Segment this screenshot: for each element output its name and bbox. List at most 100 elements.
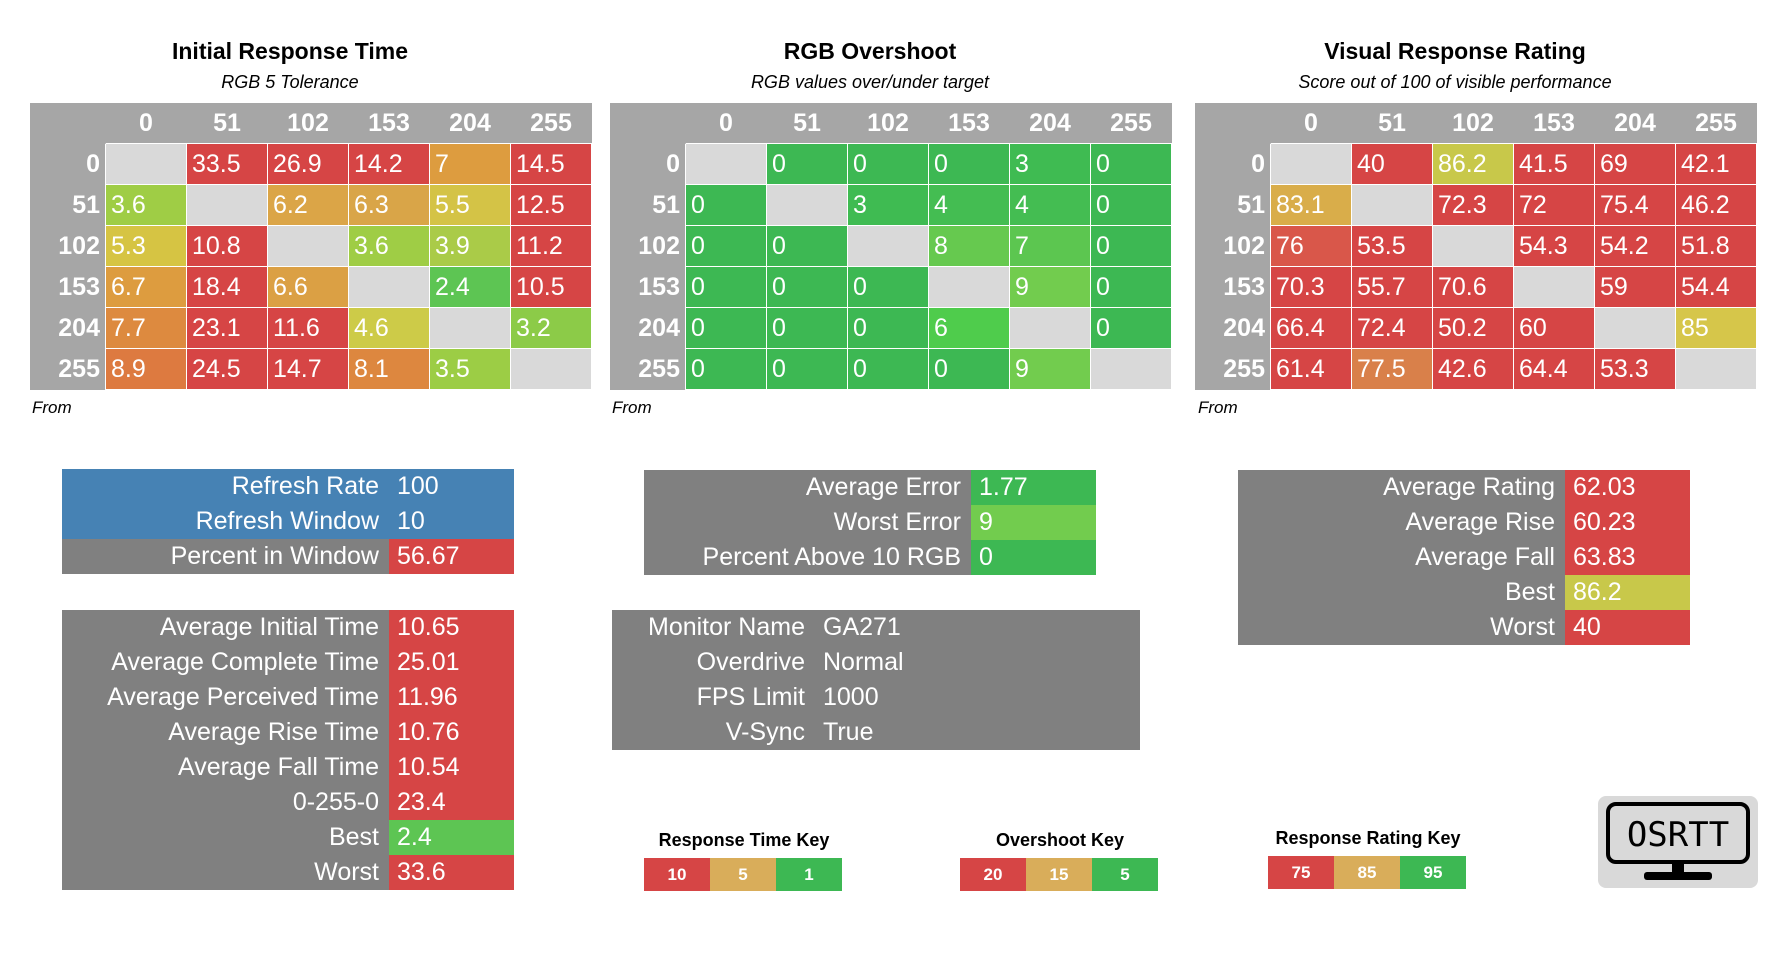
matrix-cell: 10.8 (186, 225, 268, 267)
matrix-cell: 0 (928, 348, 1010, 390)
matrix-row: 102 76 53.5 54.3 54.2 51.8 (1195, 225, 1757, 267)
matrix-cell (1270, 143, 1352, 185)
matrix-cell: 86.2 (1432, 143, 1514, 185)
matrix-cell: 0 (685, 225, 767, 267)
monitor-value: 1000 (823, 683, 879, 711)
matrix-cell: 72 (1513, 184, 1595, 226)
matrix-cell: 8 (928, 225, 1010, 267)
matrix-cell: 69 (1594, 143, 1676, 185)
matrix-cell: 53.5 (1351, 225, 1433, 267)
stat-label: Average Rating (1238, 470, 1565, 505)
matrix-cell: 11.6 (267, 307, 349, 349)
matrix-col-header: 204 (1594, 103, 1676, 144)
matrix-col-header: 0 (685, 103, 767, 144)
matrix-cell (847, 225, 929, 267)
stat-value: 1.77 (971, 470, 1096, 505)
stat-label: Refresh Window (62, 504, 389, 539)
matrix-row-header: 51 (1195, 184, 1271, 226)
matrix-row-header: 204 (30, 307, 106, 349)
stat-row: Percent in Window 56.67 (62, 539, 514, 574)
matrix-col-header: 153 (348, 103, 430, 144)
stat-label: Average Fall Time (62, 750, 389, 785)
matrix-cell (348, 266, 430, 308)
response-time-key: 10 5 1 (644, 858, 842, 891)
matrix-cell: 61.4 (1270, 348, 1352, 390)
matrix-cell: 77.5 (1351, 348, 1433, 390)
matrix-row: 0 33.5 26.9 14.2 7 14.5 (30, 143, 592, 185)
key-row: 75 85 95 (1268, 856, 1466, 889)
matrix-cell: 64.4 (1513, 348, 1595, 390)
logo-text: OSRTT (1627, 815, 1729, 855)
stat-value: 10.65 (389, 610, 514, 645)
from-label: From (612, 398, 652, 417)
rating-matrix: 0 51 102 153 204 255 0 40 86.2 41.5 69 42.1 51 83.1 72… (1195, 103, 1757, 390)
matrix-row-header: 102 (610, 225, 686, 267)
matrix-cell: 4.6 (348, 307, 430, 349)
matrix-cell: 10.5 (510, 266, 592, 308)
matrix-cell: 54.2 (1594, 225, 1676, 267)
stat-value: 56.67 (389, 539, 514, 574)
matrix-cell: 0 (685, 307, 767, 349)
matrix-cell (1432, 225, 1514, 267)
stat-row: Worst 33.6 (62, 855, 514, 890)
matrix-cell: 59 (1594, 266, 1676, 308)
matrix-cell: 55.7 (1351, 266, 1433, 308)
key-swatch: 10 (644, 858, 710, 891)
panel-subtitle-response-time: RGB 5 Tolerance (221, 72, 359, 92)
stat-value: 60.23 (1565, 505, 1690, 540)
matrix-col-header: 51 (766, 103, 848, 144)
matrix-cell (186, 184, 268, 226)
matrix-cell: 0 (847, 266, 929, 308)
matrix-cell: 72.3 (1432, 184, 1514, 226)
matrix-cell: 0 (928, 143, 1010, 185)
matrix-cell (1090, 348, 1172, 390)
matrix-row: 51 83.1 72.3 72 75.4 46.2 (1195, 184, 1757, 226)
response-time-key-title: Response Time Key (658, 830, 830, 850)
matrix-cell: 0 (685, 348, 767, 390)
stat-value: 10.76 (389, 715, 514, 750)
matrix-cell: 3.6 (105, 184, 187, 226)
stat-value: 10.54 (389, 750, 514, 785)
matrix-cell (685, 143, 767, 185)
stat-row: Average Rise Time 10.76 (62, 715, 514, 750)
matrix-row-header: 255 (610, 348, 686, 390)
matrix-cell (766, 184, 848, 226)
panel-title-rating: Visual Response Rating (1324, 38, 1586, 64)
matrix-cell: 40 (1351, 143, 1433, 185)
monitor-label: FPS Limit (696, 683, 805, 711)
rating-stats-table: Average Rating 62.03 Average Rise 60.23 Aver… (1238, 470, 1690, 645)
stat-row: Average Perceived Time 11.96 (62, 680, 514, 715)
matrix-col-header: 153 (928, 103, 1010, 144)
stat-row: Average Complete Time 25.01 (62, 645, 514, 680)
matrix-cell: 8.1 (348, 348, 430, 390)
overshoot-key: 20 15 5 (960, 858, 1158, 891)
matrix-cell: 3 (847, 184, 929, 226)
matrix-cell: 14.2 (348, 143, 430, 185)
matrix-corner (610, 103, 686, 144)
matrix-row: 51 3.6 6.2 6.3 5.5 12.5 (30, 184, 592, 226)
matrix-cell: 6.3 (348, 184, 430, 226)
rating-key: 75 85 95 (1268, 856, 1466, 889)
matrix-col-header: 153 (1513, 103, 1595, 144)
matrix-row: 204 0 0 0 6 0 (610, 307, 1172, 349)
overshoot-key-title: Overshoot Key (995, 830, 1125, 850)
matrix-cell: 66.4 (1270, 307, 1352, 349)
from-label: From (32, 398, 72, 417)
matrix-cell (1513, 266, 1595, 308)
stat-row: Best 2.4 (62, 820, 514, 855)
matrix-cell: 3.5 (429, 348, 511, 390)
matrix-row-header: 51 (30, 184, 106, 226)
matrix-cell: 12.5 (510, 184, 592, 226)
stat-label: Best (1238, 575, 1565, 610)
stat-label: Average Error (644, 470, 971, 505)
stat-label: Percent in Window (62, 539, 389, 574)
matrix-cell (267, 225, 349, 267)
matrix-row-header: 153 (1195, 266, 1271, 308)
matrix-cell: 0 (1090, 184, 1172, 226)
key-swatch: 75 (1268, 856, 1334, 889)
matrix-cell: 85 (1675, 307, 1757, 349)
matrix-cell: 8.9 (105, 348, 187, 390)
stat-value: 100 (389, 469, 514, 504)
stat-row: Average Fall 63.83 (1238, 540, 1690, 575)
matrix-row: 51 0 3 4 4 0 (610, 184, 1172, 226)
